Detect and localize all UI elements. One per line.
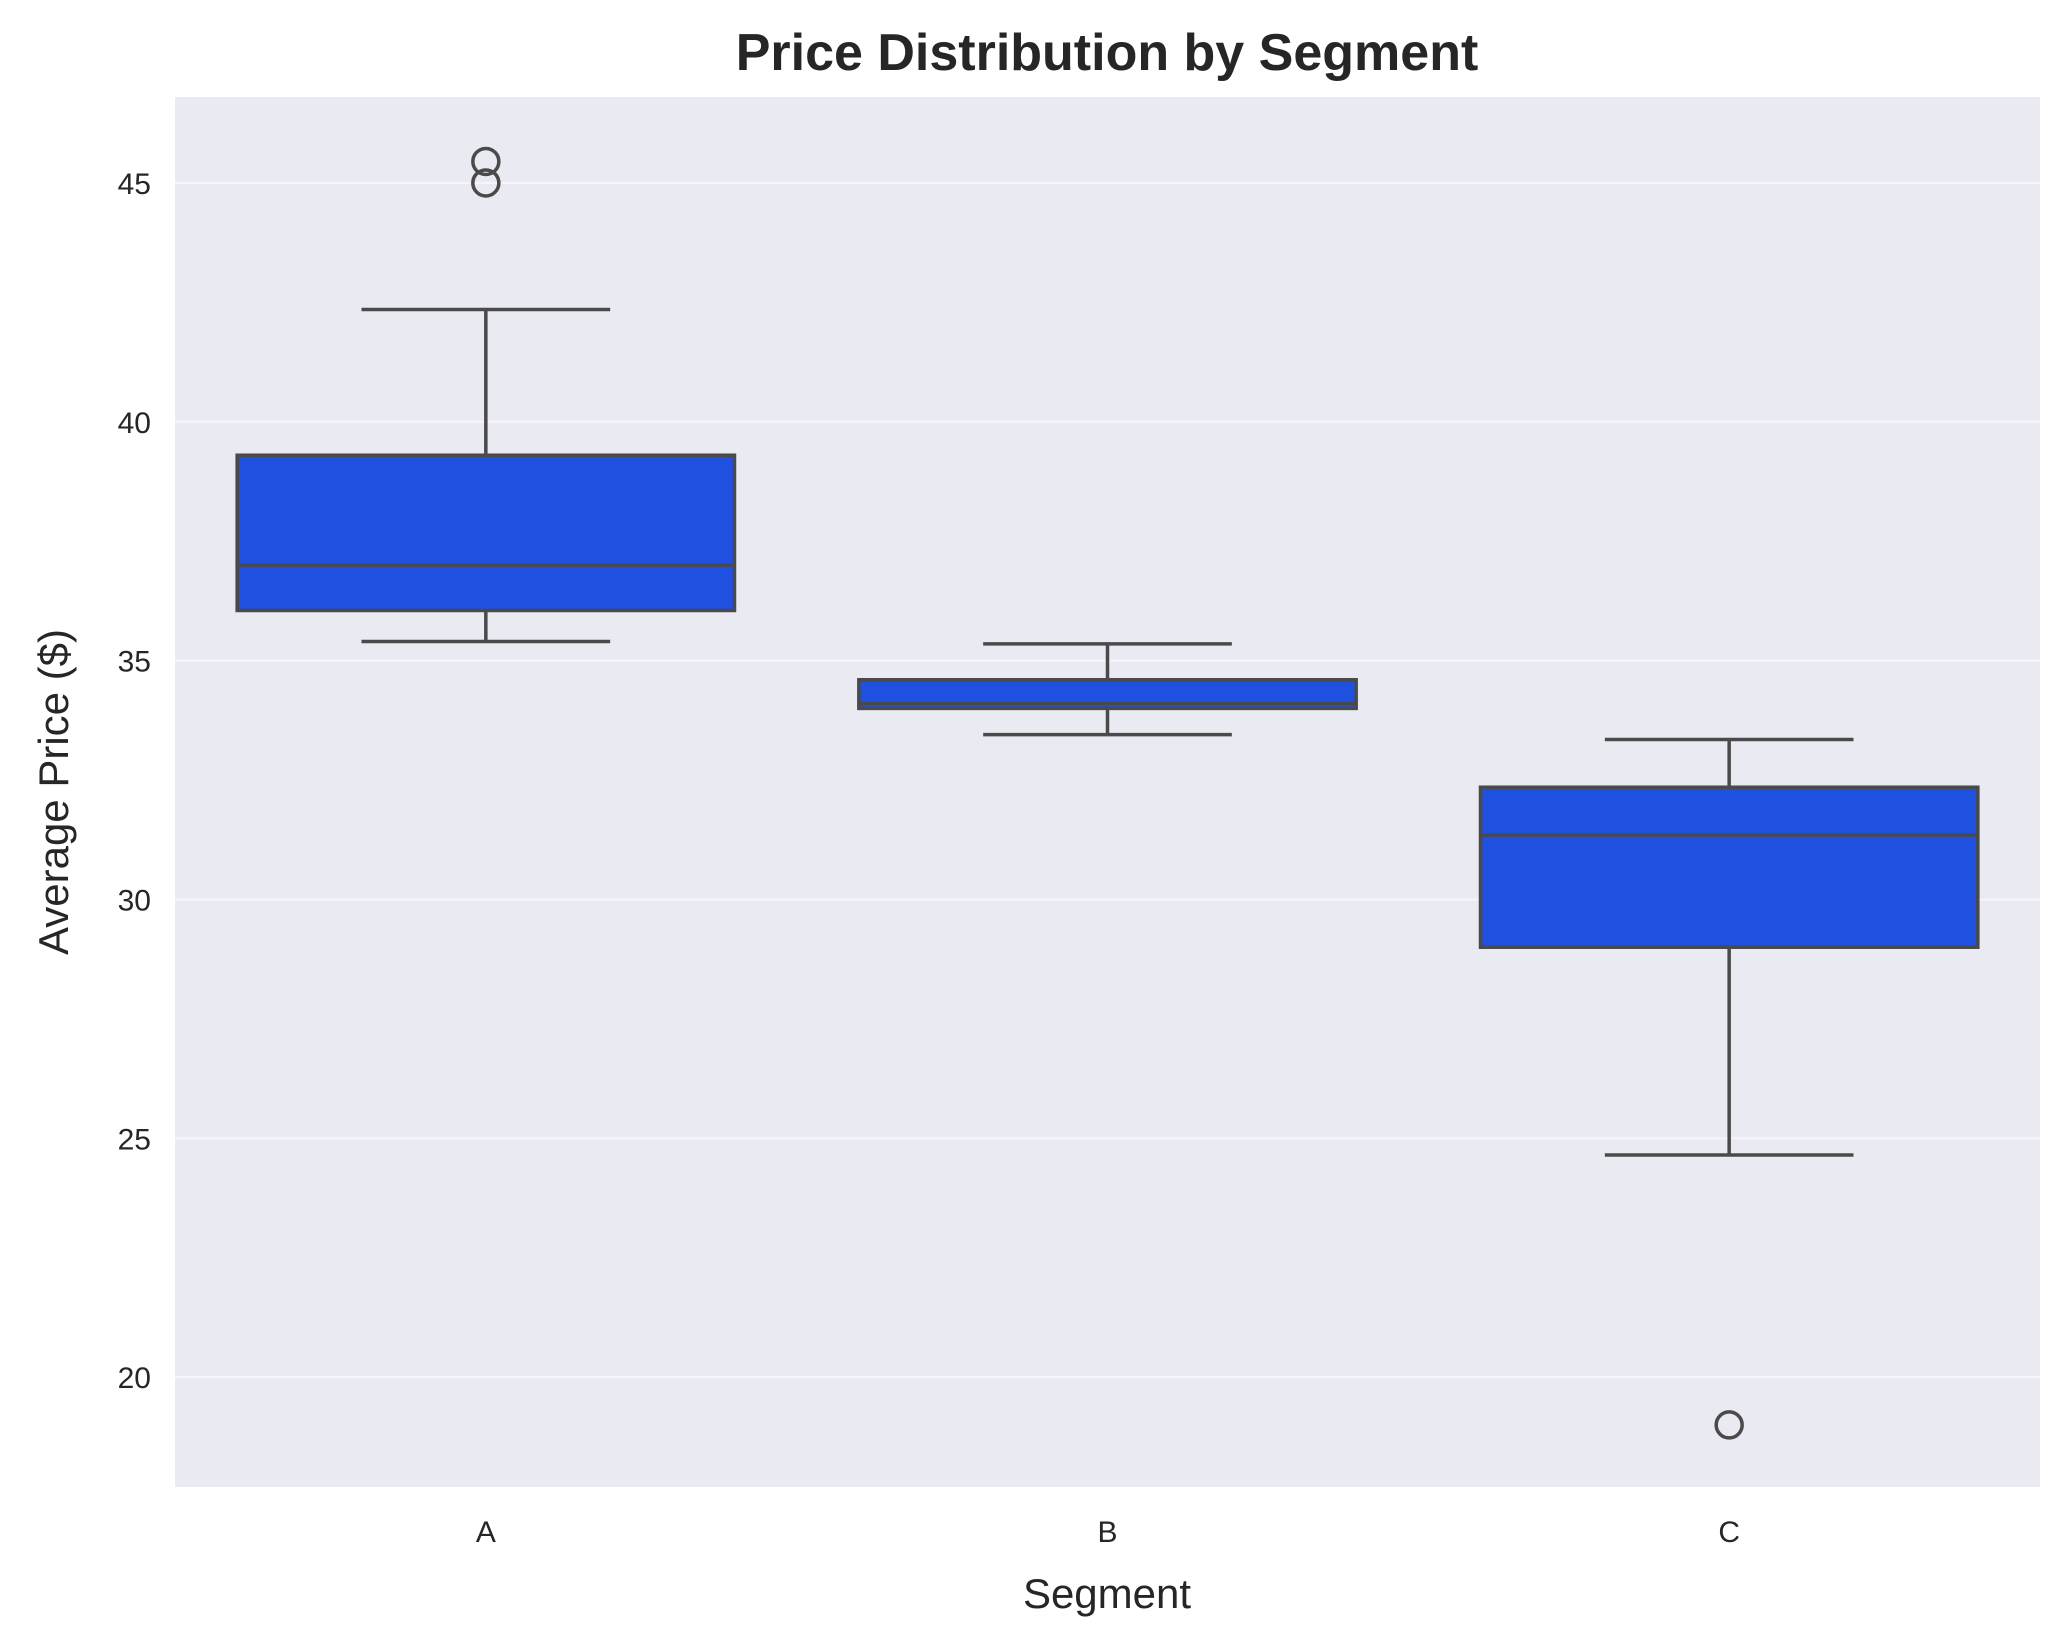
y-tick-label: 45 <box>118 168 151 201</box>
chart-title: Price Distribution by Segment <box>736 24 1479 82</box>
y-tick-label: 40 <box>118 407 151 440</box>
box-group-A <box>235 146 737 644</box>
y-axis-label: Average Price ($) <box>30 629 77 955</box>
box-iqr <box>1478 785 1980 949</box>
outlier-point <box>471 146 501 177</box>
y-tick-label: 35 <box>118 646 151 679</box>
x-tick-labels: A B C <box>476 1516 1740 1549</box>
box-group-C <box>1478 737 1980 1440</box>
y-tick-labels: 20 25 30 35 40 45 <box>118 168 151 1395</box>
x-tick-label: B <box>1097 1516 1117 1549</box>
outlier-point <box>1714 1410 1744 1440</box>
y-tick-label: 20 <box>118 1362 151 1395</box>
box-iqr <box>235 453 737 613</box>
outlier-point <box>471 168 501 198</box>
x-tick-label: A <box>476 1516 496 1549</box>
y-tick-label: 30 <box>118 884 151 917</box>
x-axis-label: Segment <box>1023 1570 1191 1617</box>
box-group-B <box>857 642 1358 737</box>
y-tick-label: 25 <box>118 1123 151 1156</box>
boxes <box>235 146 1980 1440</box>
x-tick-label: C <box>1718 1516 1740 1549</box>
